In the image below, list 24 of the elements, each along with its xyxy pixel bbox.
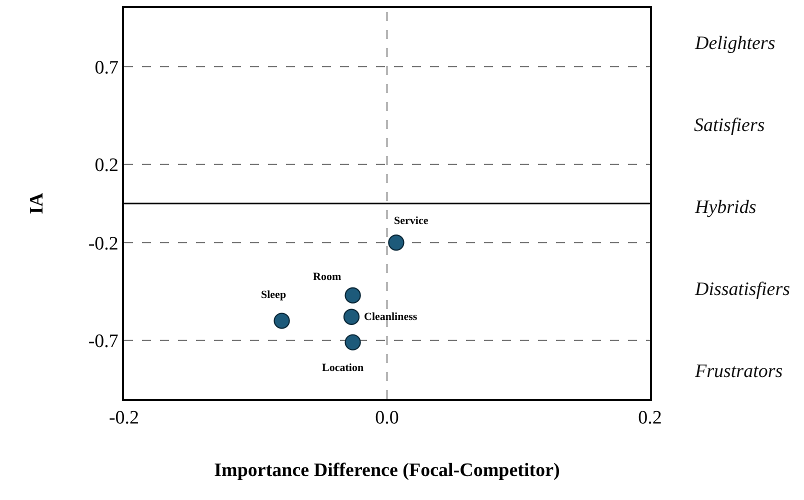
y-tick-label: 0.7 — [94, 57, 118, 78]
text: Dissatisfiers — [694, 279, 790, 300]
point — [343, 308, 360, 325]
point — [344, 334, 361, 350]
y-tick-label: 0.2 — [94, 155, 118, 176]
x-tick-label: 0.2 — [638, 408, 662, 429]
point — [274, 312, 290, 329]
x-axis-title: Importance Difference (Focal-Competitor) — [214, 460, 560, 481]
point — [344, 287, 361, 304]
x-tick-label: 0.0 — [375, 408, 399, 429]
text: Delighters — [694, 33, 776, 54]
y-tick-label: -0.7 — [88, 331, 118, 352]
annotation: Room — [313, 271, 342, 283]
y-axis-title: IA — [26, 192, 48, 214]
point — [388, 234, 404, 251]
annotation: Service — [394, 215, 428, 227]
text: Frustrators — [694, 361, 783, 382]
text: Satisfiers — [694, 115, 765, 136]
annotation: Sleep — [261, 289, 286, 301]
x-tick-label: -0.2 — [108, 408, 140, 429]
annotation: Location — [322, 362, 364, 374]
y-tick-label: -0.2 — [88, 233, 118, 254]
text: Hybrids — [694, 197, 756, 218]
annotation: Cleanliness — [364, 311, 418, 323]
